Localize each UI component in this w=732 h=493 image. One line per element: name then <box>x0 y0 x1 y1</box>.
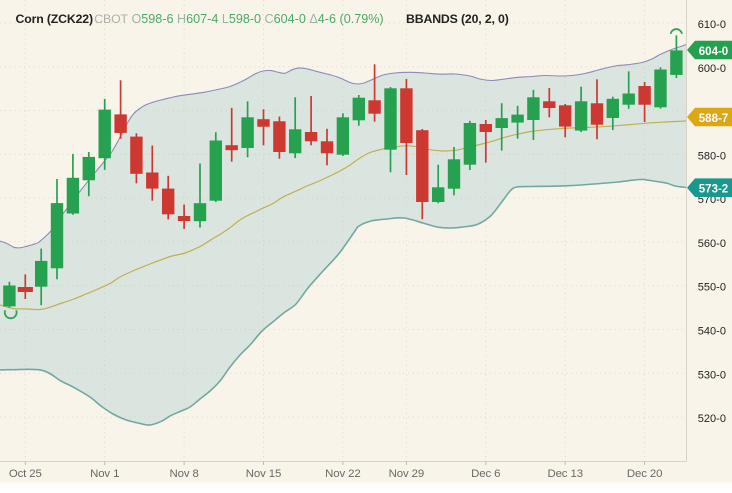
svg-text:570-0: 570-0 <box>698 194 726 206</box>
svg-text:Nov 22: Nov 22 <box>325 468 361 480</box>
svg-text:Oct 25: Oct 25 <box>9 468 42 480</box>
svg-text:588-7: 588-7 <box>699 113 728 125</box>
svg-text:520-0: 520-0 <box>698 413 726 425</box>
svg-text:Dec 6: Dec 6 <box>471 468 500 480</box>
svg-text:Nov 8: Nov 8 <box>169 468 198 480</box>
svg-text:Nov 1: Nov 1 <box>90 468 119 480</box>
svg-text:Nov 15: Nov 15 <box>246 468 282 480</box>
svg-text:560-0: 560-0 <box>698 238 726 250</box>
svg-text:Corn (ZCK22): Corn (ZCK22) <box>16 12 94 26</box>
svg-text:O598-6 H607-4 L598-0 C604-0 Δ4: O598-6 H607-4 L598-0 C604-0 Δ4-6 (0.79%) <box>132 12 384 26</box>
svg-text:BBANDS (20, 2, 0): BBANDS (20, 2, 0) <box>406 12 509 26</box>
svg-text:550-0: 550-0 <box>698 282 726 294</box>
svg-text:530-0: 530-0 <box>698 369 726 381</box>
svg-text:600-0: 600-0 <box>698 63 726 75</box>
svg-text:CBOT: CBOT <box>94 12 128 26</box>
svg-text:Dec 20: Dec 20 <box>627 468 663 480</box>
svg-text:Dec 13: Dec 13 <box>547 468 583 480</box>
svg-text:580-0: 580-0 <box>698 150 726 162</box>
svg-text:540-0: 540-0 <box>698 326 726 338</box>
svg-text:Nov 29: Nov 29 <box>389 468 425 480</box>
svg-text:610-0: 610-0 <box>698 19 726 31</box>
svg-text:604-0: 604-0 <box>699 46 728 58</box>
svg-text:573-2: 573-2 <box>699 184 728 196</box>
